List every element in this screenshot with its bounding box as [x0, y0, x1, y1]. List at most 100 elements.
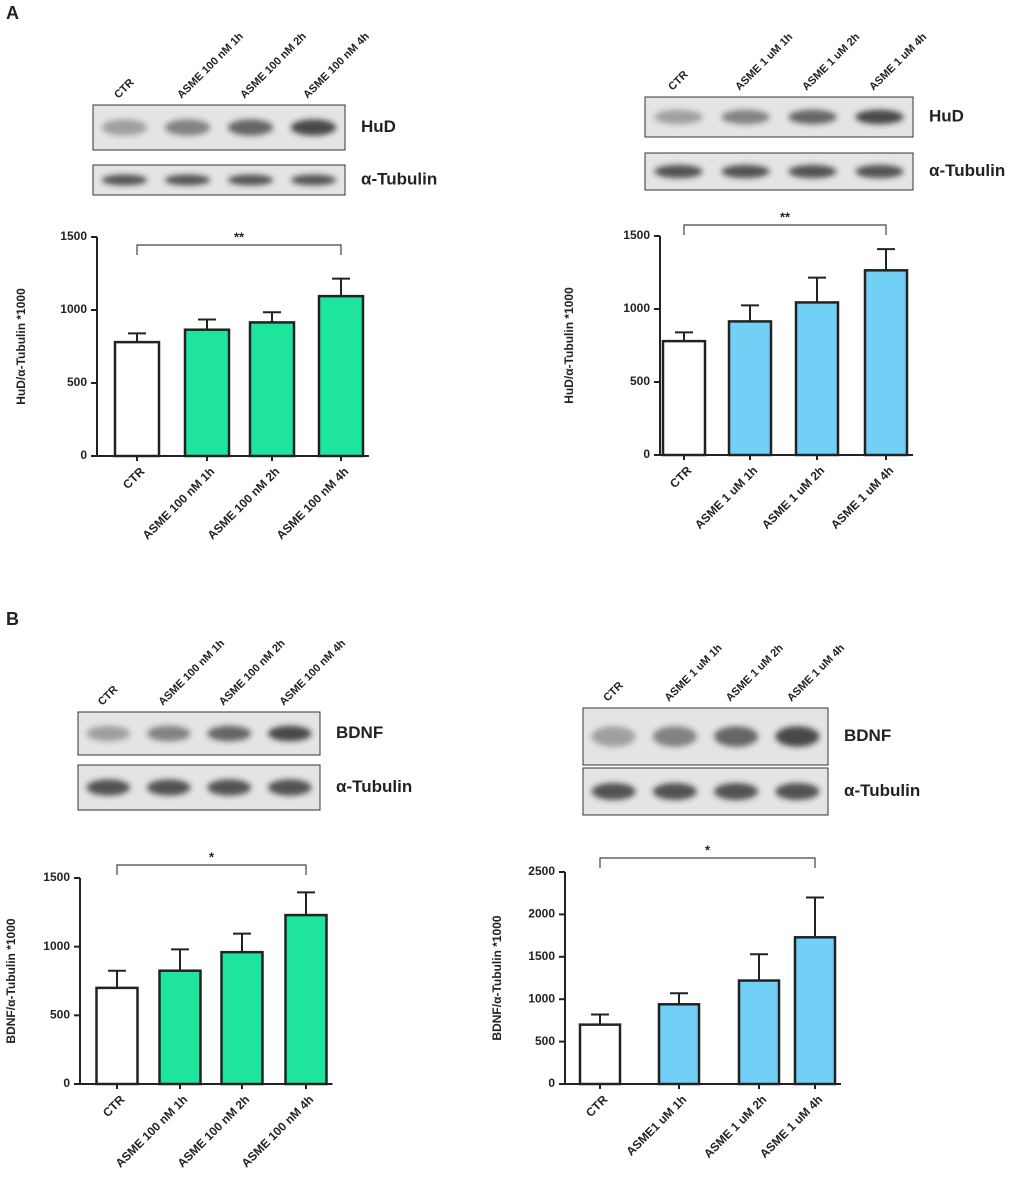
y-axis-label: HuD/α-Tubulin *1000	[14, 288, 28, 405]
blot-band	[207, 779, 252, 796]
blot-band	[788, 109, 837, 125]
y-tick-label: 1000	[528, 991, 555, 1005]
blot-lane-label: ASME 100 nM 4h	[277, 637, 348, 708]
blot-band	[101, 119, 148, 136]
blot-lane-label: ASME 100 nM 2h	[217, 637, 288, 708]
blot-lane-label: CTR	[666, 69, 691, 94]
blot-lane-label: ASME 100 nM 1h	[156, 637, 227, 708]
significance-label: **	[780, 209, 791, 224]
panel-label: B	[6, 609, 19, 629]
blot-band	[146, 725, 191, 742]
x-tick-label: ASME 1 uM 1h	[692, 463, 760, 531]
blot-lane-label: ASME 1 uM 2h	[724, 642, 786, 704]
blot-band	[267, 779, 312, 796]
y-tick-label: 500	[535, 1034, 555, 1048]
x-tick-label: CTR	[667, 463, 695, 491]
blot-row-label: HuD	[929, 106, 964, 125]
y-tick-label: 1500	[623, 228, 650, 242]
blot-band	[652, 726, 697, 747]
significance-label: **	[234, 229, 245, 244]
blot-band	[227, 119, 274, 136]
blot-band	[86, 779, 131, 796]
y-tick-label: 2500	[528, 864, 555, 878]
x-tick-label: ASME 100 nM 4h	[274, 464, 352, 542]
blot-band	[101, 174, 148, 186]
blot-band	[714, 783, 759, 800]
y-tick-label: 0	[80, 448, 87, 462]
y-tick-label: 500	[630, 374, 650, 388]
blot-band	[146, 779, 191, 796]
bar	[727, 320, 773, 457]
significance-label: *	[705, 842, 711, 857]
blot-band	[207, 725, 252, 742]
bar	[220, 950, 264, 1086]
blot-row-label: α-Tubulin	[361, 169, 437, 188]
x-tick-label: ASME 1 uM 2h	[759, 463, 827, 531]
x-tick-label: ASME 1 uM 4h	[828, 463, 896, 531]
y-tick-label: 0	[63, 1076, 70, 1090]
significance-bracket	[136, 244, 342, 255]
bar	[863, 269, 909, 457]
y-tick-label: 500	[67, 375, 87, 389]
bar	[248, 321, 296, 458]
y-axis-label: BDNF/α-Tubulin *1000	[490, 915, 504, 1040]
blot-band	[267, 725, 312, 742]
blot-lane-label: CTR	[96, 684, 121, 709]
blot-band	[652, 783, 697, 800]
blot-band	[775, 726, 820, 747]
blot-lane-label: ASME 1 uM 4h	[785, 642, 847, 704]
significance-label: *	[209, 849, 215, 864]
x-tick-label: ASME 100 nM 2h	[205, 464, 283, 542]
bar	[95, 986, 139, 1086]
blot-row-label: HuD	[361, 117, 396, 136]
significance-bracket	[599, 857, 816, 868]
y-tick-label: 500	[50, 1008, 70, 1022]
y-tick-label: 1000	[60, 302, 87, 316]
y-tick-label: 0	[548, 1076, 555, 1090]
blot-row-label: α-Tubulin	[844, 781, 920, 800]
bar	[284, 913, 328, 1086]
bar	[657, 1003, 701, 1086]
bar	[737, 979, 781, 1086]
blot-band	[164, 174, 211, 186]
y-axis-label: HuD/α-Tubulin *1000	[562, 287, 576, 404]
y-tick-label: 1500	[60, 229, 87, 243]
blot-band	[855, 109, 904, 125]
blot-band	[290, 174, 337, 186]
blot-lane-label: ASME 100 nM 2h	[238, 30, 309, 101]
blot-band	[290, 119, 337, 136]
blot-band	[775, 783, 820, 800]
blot-band	[654, 109, 703, 125]
significance-bracket	[683, 224, 887, 235]
blot-band	[164, 119, 211, 136]
y-tick-label: 1500	[43, 870, 70, 884]
blot-band	[721, 109, 770, 125]
y-axis-label: BDNF/α-Tubulin *1000	[4, 918, 18, 1043]
bar	[158, 969, 202, 1086]
bar	[793, 936, 837, 1086]
y-tick-label: 1500	[528, 949, 555, 963]
y-tick-label: 0	[643, 447, 650, 461]
significance-bracket	[116, 864, 307, 875]
blot-row-label: BDNF	[336, 723, 383, 742]
y-tick-label: 1000	[43, 939, 70, 953]
blot-lane-label: ASME 1 uM 1h	[733, 31, 795, 93]
bar	[183, 328, 231, 458]
x-tick-label: ASME1 uM 1h	[623, 1092, 689, 1158]
y-tick-label: 2000	[528, 907, 555, 921]
blot-lane-label: CTR	[601, 680, 626, 705]
bar	[578, 1023, 622, 1086]
x-tick-label: CTR	[583, 1092, 611, 1120]
blot-band	[654, 164, 703, 179]
blot-band	[227, 174, 274, 186]
blot-band	[855, 164, 904, 179]
blot-lane-label: ASME 1 uM 2h	[800, 31, 862, 93]
blot-lane-label: ASME 1 uM 4h	[867, 31, 929, 93]
bar	[661, 339, 707, 457]
y-tick-label: 1000	[623, 301, 650, 315]
bar	[317, 294, 365, 458]
blot-band	[591, 726, 636, 747]
blot-band	[788, 164, 837, 179]
blot-band	[591, 783, 636, 800]
